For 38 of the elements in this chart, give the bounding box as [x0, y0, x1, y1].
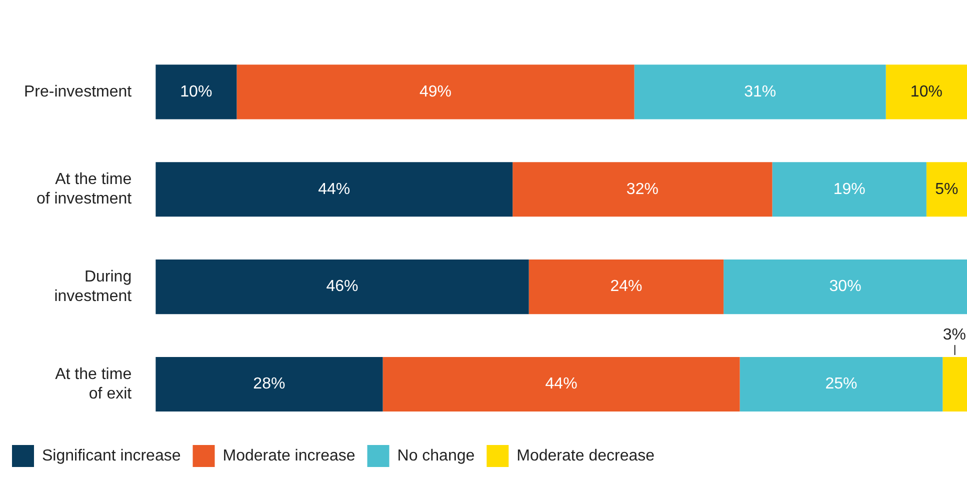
legend-label: Moderate increase	[222, 447, 356, 464]
data-label: 31%	[744, 83, 776, 100]
bar	[156, 260, 529, 314]
bar	[156, 64, 237, 120]
data-label: 10%	[910, 83, 942, 100]
legend-label: Moderate decrease	[516, 447, 655, 464]
data-label: 5%	[935, 180, 958, 198]
data-label: 25%	[825, 376, 858, 393]
bar	[512, 162, 772, 217]
bar	[382, 356, 740, 412]
bar	[724, 260, 967, 314]
legend-label: Significant increase	[42, 447, 181, 464]
bar	[528, 260, 724, 314]
data-label: 10%	[180, 83, 212, 100]
bar	[634, 64, 886, 120]
bar	[156, 162, 513, 217]
bar	[740, 356, 943, 412]
bar	[772, 162, 926, 217]
y-tick-label: During investment	[54, 268, 132, 305]
data-label: 30%	[829, 278, 862, 296]
data-label: 24%	[610, 278, 642, 296]
data-label: 28%	[253, 376, 286, 393]
data-label: 32%	[626, 180, 658, 198]
data-label: 19%	[833, 180, 866, 198]
y-tick-label: At the time of exit	[55, 366, 132, 402]
y-tick-label: At the time of investment	[36, 171, 132, 208]
data-label: 44%	[318, 180, 350, 198]
data-label: 46%	[326, 278, 358, 296]
bar	[236, 64, 634, 120]
bar	[156, 356, 383, 412]
data-label: 44%	[545, 376, 578, 393]
bar	[886, 64, 967, 120]
y-tick-label: Pre-investment	[24, 83, 132, 100]
data-label: 49%	[420, 83, 452, 100]
data-label: 3%	[942, 326, 966, 344]
bar	[942, 356, 967, 412]
legend-label: No change	[397, 447, 475, 464]
bar	[926, 162, 967, 217]
